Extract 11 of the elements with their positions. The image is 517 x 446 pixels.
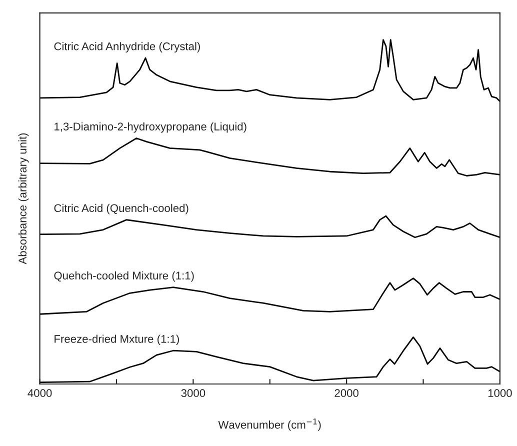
x-tick-label: 3000 bbox=[181, 389, 206, 398]
x-axis-title: Wavenumber (cm$^{−1}$) bbox=[218, 418, 321, 431]
x-tick-label: 2000 bbox=[334, 389, 358, 398]
series-label: Freeze-dried Mxture (1:1) bbox=[54, 334, 179, 346]
series-label: Citric Acid Anhydride (Crystal) bbox=[54, 42, 200, 52]
x-tick-label: 4000 bbox=[28, 389, 52, 398]
series-label: Quehch-cooled Mixture (1:1) bbox=[54, 271, 194, 282]
y-axis-title: Absorbance (arbitrary unit) bbox=[18, 133, 29, 264]
series-label: 1,3-Diamino-2-hydroxypropane (Liquid) bbox=[54, 122, 246, 133]
x-tick-label: 1000 bbox=[488, 389, 512, 398]
series-label: Citric Acid (Quench-cooled) bbox=[54, 204, 188, 214]
